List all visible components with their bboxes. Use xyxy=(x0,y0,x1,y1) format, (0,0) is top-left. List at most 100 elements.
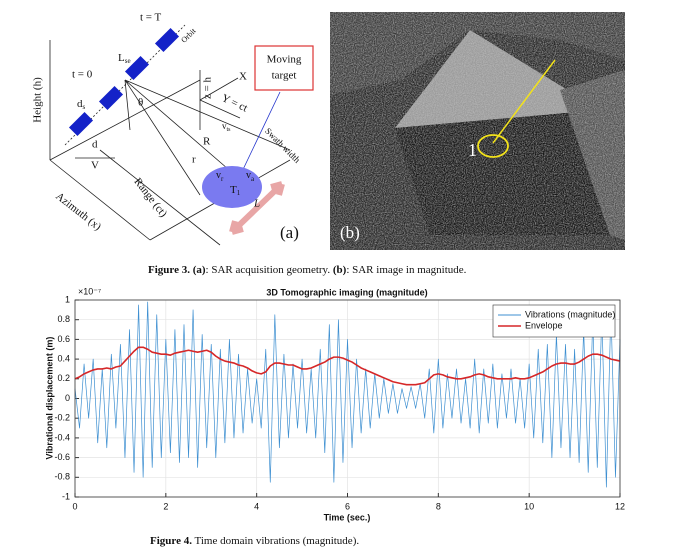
y-tick-label: 0.8 xyxy=(57,314,70,324)
legend-label: Vibrations (magnitude) xyxy=(525,309,615,319)
label: v xyxy=(246,170,251,181)
x-tick-label: 12 xyxy=(615,501,625,511)
pointer-line xyxy=(492,59,556,144)
x-tick-label: 0 xyxy=(72,501,77,511)
x-axis-label: Time (sec.) xyxy=(324,512,371,522)
azimuth-axis xyxy=(49,159,151,241)
label: Orbit xyxy=(179,26,198,45)
legend-box xyxy=(492,304,616,338)
label: target xyxy=(272,70,297,82)
y-tick-label: 0.2 xyxy=(57,373,70,383)
plane-edge xyxy=(49,79,201,161)
label: v xyxy=(222,121,227,131)
label: vr xyxy=(216,170,224,182)
label: R xyxy=(203,136,211,148)
panel-label: (b) xyxy=(340,223,360,242)
satellite xyxy=(98,85,124,111)
length-arrow xyxy=(229,181,285,235)
satellite xyxy=(124,55,150,81)
label: L xyxy=(118,52,125,64)
label: ts xyxy=(227,127,232,133)
label: Lse xyxy=(118,52,131,65)
y-tick-label: 0.6 xyxy=(57,334,70,344)
label: s xyxy=(83,103,86,111)
series-line xyxy=(74,346,621,386)
label: vts xyxy=(222,121,231,133)
label: Moving xyxy=(267,54,302,66)
caption-label: Figure 4. xyxy=(150,535,192,547)
label: se xyxy=(125,57,131,65)
speckle xyxy=(330,12,625,250)
label: t = 0 xyxy=(72,69,93,81)
label: va xyxy=(246,170,255,182)
label: Swath width xyxy=(263,126,302,165)
legend: Vibrations (magnitude)Envelope xyxy=(492,304,616,338)
y-tick-label: 0.4 xyxy=(57,353,70,363)
y-tick-label: -1 xyxy=(62,491,70,501)
label: t = T xyxy=(140,12,162,24)
y-tick-label: -0.8 xyxy=(54,472,70,482)
pointer-circle xyxy=(477,134,509,158)
x-tick-label: 2 xyxy=(163,501,168,511)
x-axis-arrow xyxy=(199,77,239,101)
y-tick-label: -0.2 xyxy=(54,413,70,423)
marker-label: 1 xyxy=(468,140,477,160)
label: θ xyxy=(138,97,143,109)
label: r xyxy=(221,175,224,183)
label: ds xyxy=(77,98,86,111)
label: z = h xyxy=(202,76,214,99)
beam-line xyxy=(124,79,236,176)
label: a xyxy=(251,175,255,183)
label: X xyxy=(239,71,247,83)
label: d xyxy=(77,98,83,110)
label: v xyxy=(216,170,221,181)
label: 1 xyxy=(237,189,241,197)
label: r xyxy=(192,154,196,166)
y-tick-label: -0.4 xyxy=(54,432,70,442)
caption-part: (b) xyxy=(333,264,347,276)
label: T1 xyxy=(230,184,241,197)
satellites xyxy=(68,27,180,137)
range-line xyxy=(99,149,221,246)
caption-part: (a) xyxy=(193,264,206,276)
label: L xyxy=(253,198,260,210)
plot-frame xyxy=(74,299,621,498)
y-tick-label: 1 xyxy=(65,294,70,304)
target-ellipse xyxy=(202,166,262,208)
x-tick-label: 6 xyxy=(345,501,350,511)
y-tick-label: 0 xyxy=(65,393,70,403)
series-line xyxy=(74,301,621,488)
chart-title: 3D Tomographic imaging (magnitude) xyxy=(266,287,427,297)
panel-label: (a) xyxy=(280,223,299,242)
chart: 3D Tomographic imaging (magnitude) Time … xyxy=(44,286,625,522)
label: Height (h) xyxy=(32,77,44,123)
label: T xyxy=(230,184,237,196)
satellite xyxy=(68,111,94,137)
y-exponent: ×10⁻⁷ xyxy=(78,286,101,296)
x-tick-label: 10 xyxy=(524,501,534,511)
nadir-line xyxy=(124,79,131,131)
label: d xyxy=(92,139,98,151)
figure-caption: Figure 3. (a): SAR acquisition geometry.… xyxy=(148,264,467,276)
satellite xyxy=(154,27,180,53)
label: Range (ct) xyxy=(131,176,169,220)
figure-caption: Figure 4. Time domain vibrations (magnit… xyxy=(150,535,359,547)
caption-part: : SAR image in magnitude. xyxy=(346,264,466,276)
y-tick-label: -0.6 xyxy=(54,452,70,462)
legend-label: Envelope xyxy=(525,320,563,330)
beam-line xyxy=(124,79,291,151)
target-pointer xyxy=(237,91,281,181)
target-box xyxy=(254,45,314,91)
x-tick-label: 4 xyxy=(254,501,259,511)
x-tick-label: 8 xyxy=(436,501,441,511)
panel-b: 1 (b) xyxy=(330,12,625,250)
caption-text: Time domain vibrations (magnitude). xyxy=(195,535,360,547)
label: V xyxy=(91,160,99,172)
y-axis-label: Vibrational displacement (m) xyxy=(44,337,54,460)
caption-part: : SAR acquisition geometry. xyxy=(206,264,333,276)
beam-line xyxy=(124,79,201,196)
y-axis-arrow xyxy=(199,99,241,119)
caption-label: Figure 3. xyxy=(148,264,190,276)
